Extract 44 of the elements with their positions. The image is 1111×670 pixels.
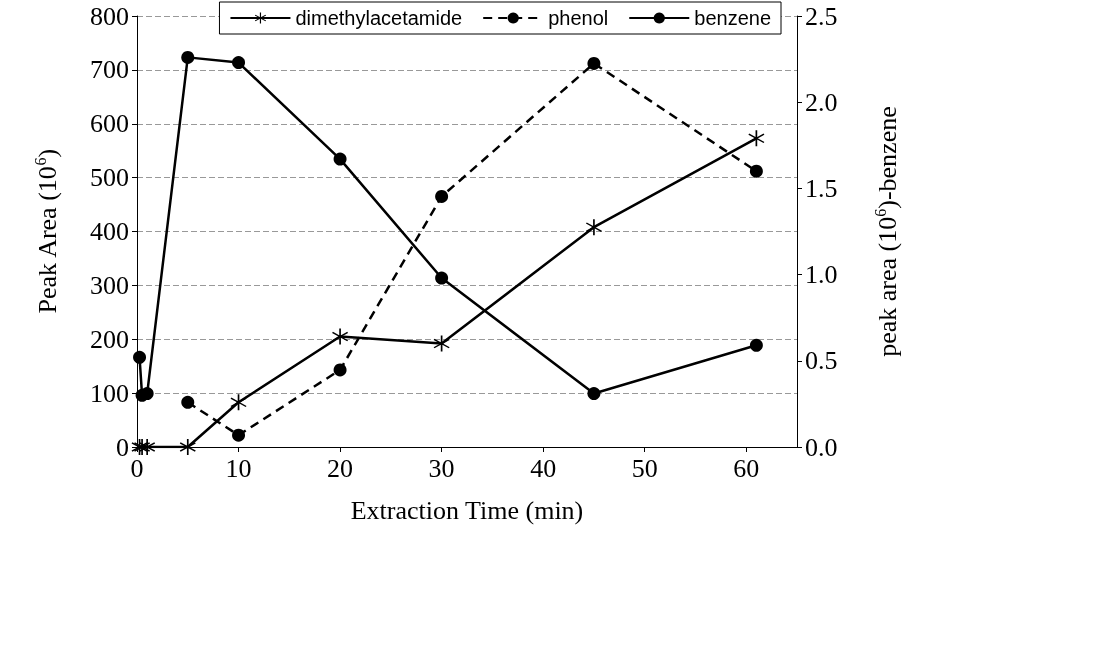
point xyxy=(179,439,196,455)
point xyxy=(749,164,763,178)
point xyxy=(139,439,156,455)
x-tick-label: 20 xyxy=(327,453,354,483)
x-tick-label: 50 xyxy=(631,453,658,483)
point xyxy=(232,428,246,442)
point xyxy=(133,350,147,364)
x-tick-label: 10 xyxy=(225,453,252,483)
point xyxy=(333,152,347,166)
y-tick-label: 100 xyxy=(90,378,129,408)
point xyxy=(435,189,449,203)
y2-tick-label: 1.0 xyxy=(805,260,838,290)
y-axis-title: Peak Area (106) xyxy=(31,148,62,314)
y-tick-label: 400 xyxy=(90,217,129,246)
y2-tick-label: 2.5 xyxy=(805,1,838,31)
point xyxy=(587,387,601,401)
y-tick-label: 500 xyxy=(90,163,129,193)
point xyxy=(332,328,349,345)
legend-label: benzene xyxy=(694,7,772,29)
y-tick-label: 700 xyxy=(90,55,129,85)
y2-tick-label: 2.0 xyxy=(805,87,838,117)
y2-tick-label: 0.0 xyxy=(805,432,838,462)
legend-label: phenol xyxy=(548,7,609,29)
point xyxy=(181,395,195,409)
point xyxy=(181,50,195,64)
y2-axis-title: peak area (106)-benzene xyxy=(871,106,902,357)
x-tick-label: 40 xyxy=(530,453,557,483)
point xyxy=(333,363,347,377)
y-tick-label: 600 xyxy=(90,109,129,139)
x-tick-label: 60 xyxy=(733,453,760,483)
y2-tick-label: 0.5 xyxy=(805,346,838,376)
point xyxy=(435,271,449,285)
point xyxy=(587,56,601,70)
y-tick-label: 200 xyxy=(90,324,129,354)
y-tick-label: 800 xyxy=(90,1,129,31)
point xyxy=(749,338,763,352)
x-tick-label: 30 xyxy=(428,453,455,483)
y-tick-label: 300 xyxy=(90,270,129,300)
x-axis-title: Extraction Time (min) xyxy=(350,495,584,525)
point xyxy=(585,219,602,236)
y2-tick-label: 1.5 xyxy=(805,173,838,203)
y-tick-label: 0 xyxy=(116,432,129,462)
legend-label: dimethylacetamide xyxy=(295,7,463,29)
point xyxy=(232,56,246,70)
